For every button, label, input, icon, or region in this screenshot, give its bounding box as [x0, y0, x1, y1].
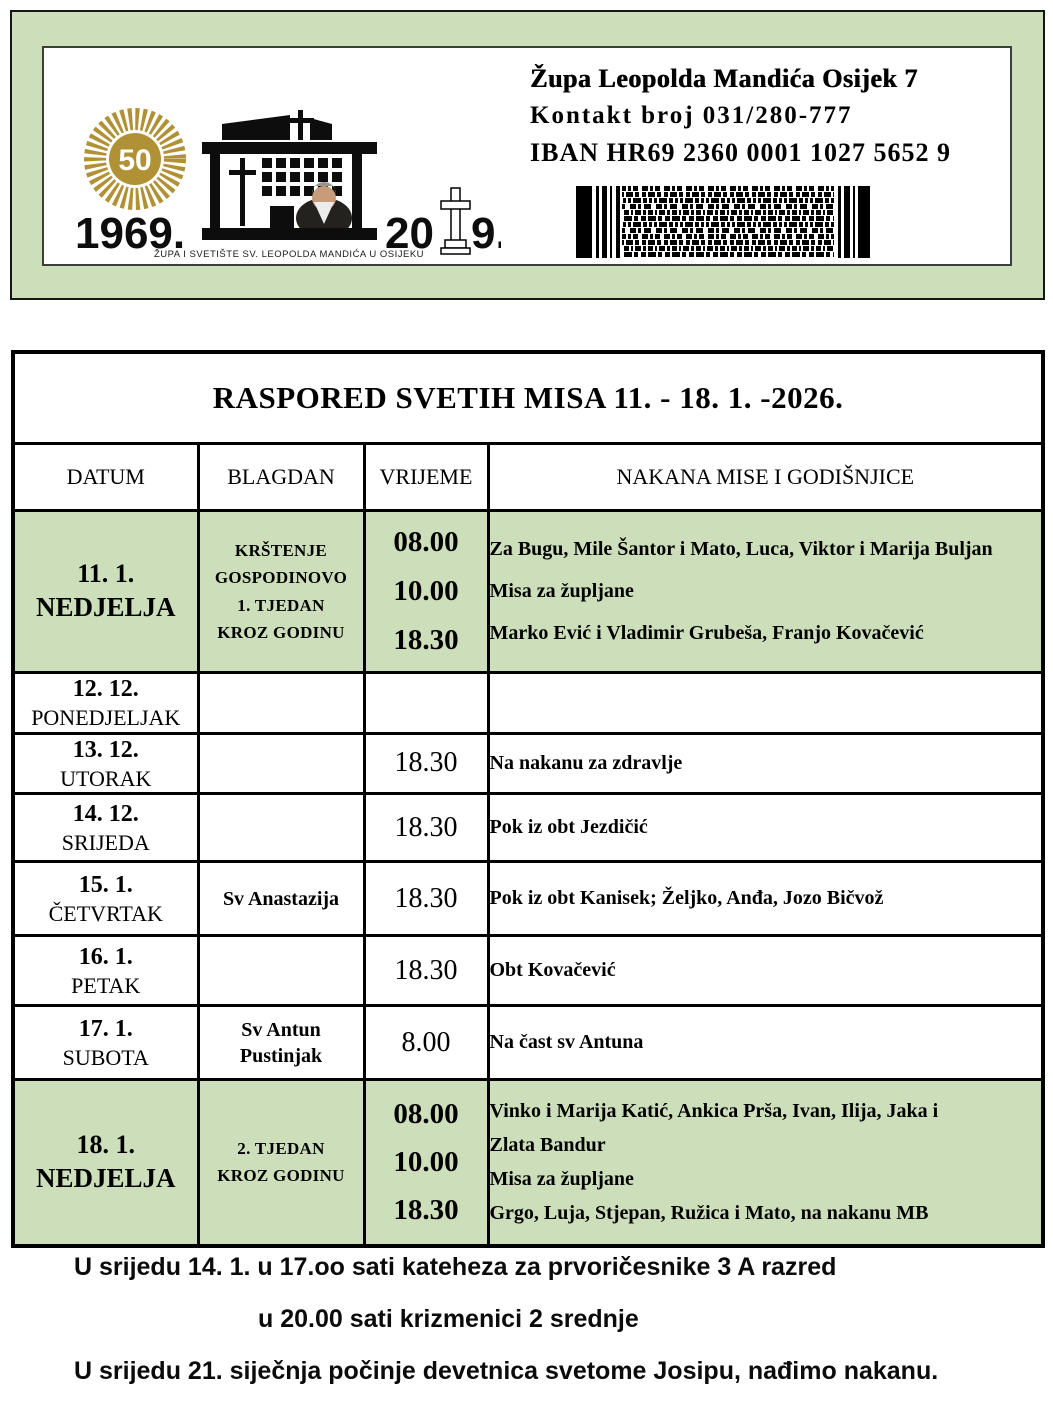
times-cell: 8.00: [362, 1004, 490, 1081]
day-label: PONEDJELJAK: [31, 705, 181, 730]
table-row: 18. 1. NEDJELJA 2. TJEDAN KROZ GODINU 08.0…: [11, 1078, 1045, 1247]
times-cell: 18.30: [362, 731, 490, 795]
year-to-suffix-label: 9.: [471, 209, 501, 258]
times-cell: 18.30: [362, 792, 490, 863]
feast-cell: [196, 671, 366, 735]
times-cell: 08.00 10.00 18.30: [362, 509, 490, 674]
parish-header-box: 50 1969.: [10, 10, 1045, 300]
intentions-cell: Vinko i Marija Katić, Ankica Prša, Ivan,…: [486, 1078, 1045, 1247]
date-label: 12. 12.: [72, 676, 139, 702]
anniversary-logo: 50 1969.: [69, 90, 508, 267]
day-label: NEDJELJA: [35, 591, 176, 622]
day-label: SRIJEDA: [61, 829, 150, 855]
feast-cell: [196, 792, 366, 863]
column-header-nakana: NAKANA MISE I GODIŠNJICE: [486, 442, 1045, 512]
day-label: NEDJELJA: [35, 1162, 176, 1193]
feast-cell: [196, 731, 366, 795]
intentions-cell: Na nakanu za zdravlje: [486, 731, 1045, 795]
church-windows: [262, 158, 342, 196]
times-cell: 18.30: [362, 860, 490, 937]
pdf417-barcode: [576, 186, 870, 258]
date-label: 18. 1.: [76, 1130, 136, 1160]
day-label: UTORAK: [60, 765, 152, 791]
contact-phone: Kontakt broj 031/280-777: [530, 102, 853, 129]
feast-cell: [196, 934, 366, 1007]
table-row: 13. 12. UTORAK 18.30 Na nakanu za zdravlj…: [11, 731, 1045, 795]
date-label: 14. 12.: [72, 800, 139, 827]
table-row: 14. 12. SRIJEDA 18.30 Pok iz obt Jezdičić: [11, 792, 1045, 863]
column-header-vrijeme: VRIJEME: [362, 442, 490, 512]
column-header-datum: DATUM: [11, 442, 200, 512]
date-label: 13. 12.: [72, 736, 139, 763]
cross-monument-icon: [440, 187, 471, 255]
date-label: 17. 1.: [78, 1015, 133, 1042]
column-header-blagdan: BLAGDAN: [196, 442, 366, 512]
intentions-cell: Na čast sv Antuna: [486, 1004, 1045, 1081]
parish-logo-graphic: 50 1969.: [75, 108, 508, 260]
date-label: 15. 1.: [78, 871, 133, 898]
times-cell: 18.30: [362, 934, 490, 1007]
feast-cell: Sv Anastazija: [196, 860, 366, 937]
date-label: 16. 1.: [78, 943, 133, 970]
feast-cell: Sv Antun Pustinjak: [196, 1004, 366, 1081]
intentions-cell: [486, 671, 1045, 735]
day-label: PETAK: [71, 972, 141, 998]
schedule-title: RASPORED SVETIH MISA 11. - 18. 1. -2026.: [11, 350, 1045, 445]
year-from-label: 1969.: [75, 209, 185, 258]
table-row: 16. 1. PETAK 18.30 Obt Kovačević: [11, 934, 1045, 1007]
table-row: 15. 1. ČETVRTAK Sv Anastazija 18.30 Pok i…: [11, 860, 1045, 937]
column-header-row: DATUM BLAGDAN VRIJEME NAKANA MISE I GODI…: [11, 442, 1045, 512]
feast-cell: KRŠTENJE GOSPODINOVO 1. TJEDAN KROZ GODINU: [196, 509, 366, 674]
table-row: 11. 1. NEDJELJA KRŠTENJE GOSPODINOVO 1. TJE…: [11, 509, 1045, 674]
parish-header-inner: 50 1969.: [42, 46, 1012, 266]
year-to-prefix-label: 20: [385, 209, 434, 258]
feast-cell: 2. TJEDAN KROZ GODINU: [196, 1078, 366, 1247]
title-row: RASPORED SVETIH MISA 11. - 18. 1. -2026.: [11, 350, 1045, 445]
intentions-cell: Pok iz obt Jezdičić: [486, 792, 1045, 863]
intentions-cell: Pok iz obt Kanisek; Željko, Anđa, Jozo B…: [486, 860, 1045, 937]
times-cell: 08.00 10.00 18.30: [362, 1078, 490, 1247]
intentions-cell: Obt Kovačević: [486, 934, 1045, 1007]
svg-text:50: 50: [118, 144, 151, 177]
announcement-notes: U srijedu 14. 1. u 17.oo sati kateheza z…: [74, 1253, 939, 1385]
times-cell: [362, 671, 490, 735]
logo-caption: ŽUPA I SVETIŠTE SV. LEOPOLDA MANDIĆA U O…: [154, 249, 424, 260]
mass-schedule-table: RASPORED SVETIH MISA 11. - 18. 1. -2026.…: [11, 350, 1046, 1248]
table-row: 17. 1. SUBOTA Sv Antun Pustinjak 8.00 Na č…: [11, 1004, 1045, 1081]
table-row: 12. 12. PONEDJELJAK: [11, 671, 1045, 735]
day-label: SUBOTA: [62, 1044, 149, 1070]
iban-number: IBAN HR69 2360 0001 1027 5652 9: [530, 138, 952, 167]
church-icon: [202, 110, 377, 240]
contact-block: Župa Leopolda Mandića Osijek 7 Kontakt b…: [530, 60, 1000, 260]
day-label: ČETVRTAK: [48, 900, 163, 926]
anniversary-sun-icon: 50: [84, 108, 186, 210]
parish-name: Župa Leopolda Mandića Osijek 7: [530, 64, 918, 93]
intentions-cell: Za Bugu, Mile Šantor i Mato, Luca, Vikto…: [486, 509, 1045, 674]
date-label: 11. 1.: [77, 559, 135, 589]
